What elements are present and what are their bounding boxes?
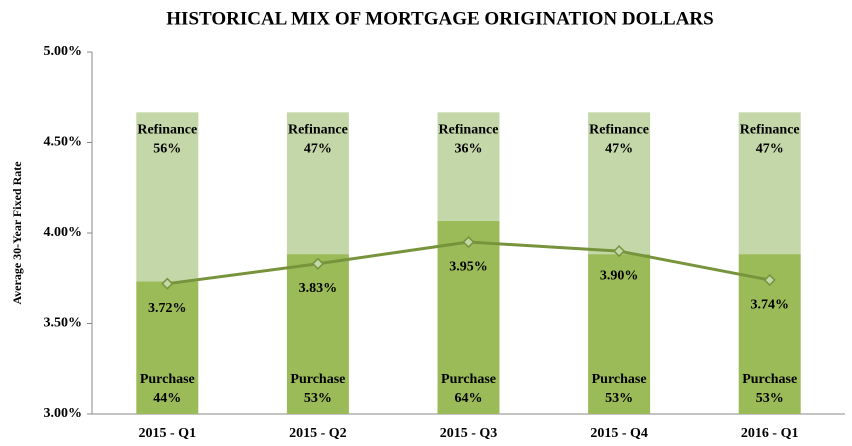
data-label: 47%	[304, 142, 332, 157]
bar-segment	[286, 254, 349, 414]
data-label: 47%	[756, 142, 784, 157]
bar-segment	[437, 220, 500, 414]
data-label: 64%	[455, 391, 483, 406]
data-label: 53%	[756, 391, 784, 406]
segment-name: Purchase	[742, 372, 797, 387]
data-label: 53%	[304, 391, 332, 406]
line-marker	[763, 273, 776, 287]
data-label: 47%	[605, 142, 633, 157]
segment-name: Refinance	[137, 123, 197, 138]
line-label: 3.95%	[449, 259, 488, 274]
x-tick-label: 2015 - Q4	[590, 426, 648, 441]
y-tick-label: 4.00%	[44, 225, 83, 240]
bar-segment	[738, 112, 801, 255]
x-tick-label: 2015 - Q3	[440, 426, 498, 441]
x-tick-label: 2015 - Q2	[289, 426, 347, 441]
bar-segment	[136, 281, 199, 414]
data-label: 36%	[455, 142, 483, 157]
bar-segment	[136, 112, 199, 282]
data-label: 53%	[605, 391, 633, 406]
x-tick-label: 2015 - Q1	[139, 426, 197, 441]
line-label: 3.74%	[750, 297, 789, 312]
line-marker	[613, 245, 626, 258]
data-label: 56%	[153, 142, 181, 157]
chart-title: HISTORICAL MIX OF MORTGAGE ORIGINATION D…	[166, 8, 713, 29]
bar-segment	[588, 112, 651, 255]
bar-segment	[437, 112, 500, 221]
line-label: 3.72%	[148, 301, 187, 316]
y-tick-label: 3.50%	[44, 316, 83, 331]
line-marker	[311, 257, 324, 270]
segment-name: Refinance	[740, 123, 800, 138]
segment-name: Refinance	[589, 123, 649, 138]
y-tick-label: 3.00%	[44, 406, 83, 421]
segment-name: Refinance	[288, 123, 348, 138]
line-label: 3.83%	[299, 281, 338, 296]
line-label: 3.90%	[600, 268, 639, 283]
data-label: 44%	[153, 391, 181, 406]
x-tick-label: 2016 - Q1	[741, 426, 799, 441]
y-axis-label: Average 30-Year Fixed Rate	[10, 161, 24, 305]
y-tick-label: 5.00%	[44, 44, 83, 59]
line-marker	[161, 277, 174, 290]
segment-name: Purchase	[592, 372, 647, 387]
segment-name: Purchase	[140, 372, 195, 387]
segment-name: Refinance	[439, 123, 499, 138]
segment-name: Purchase	[441, 372, 496, 387]
bar-segment	[588, 254, 651, 414]
bar-segment	[286, 112, 349, 255]
line-marker	[462, 235, 475, 249]
y-tick-label: 4.50%	[44, 135, 83, 150]
segment-name: Purchase	[290, 372, 345, 387]
